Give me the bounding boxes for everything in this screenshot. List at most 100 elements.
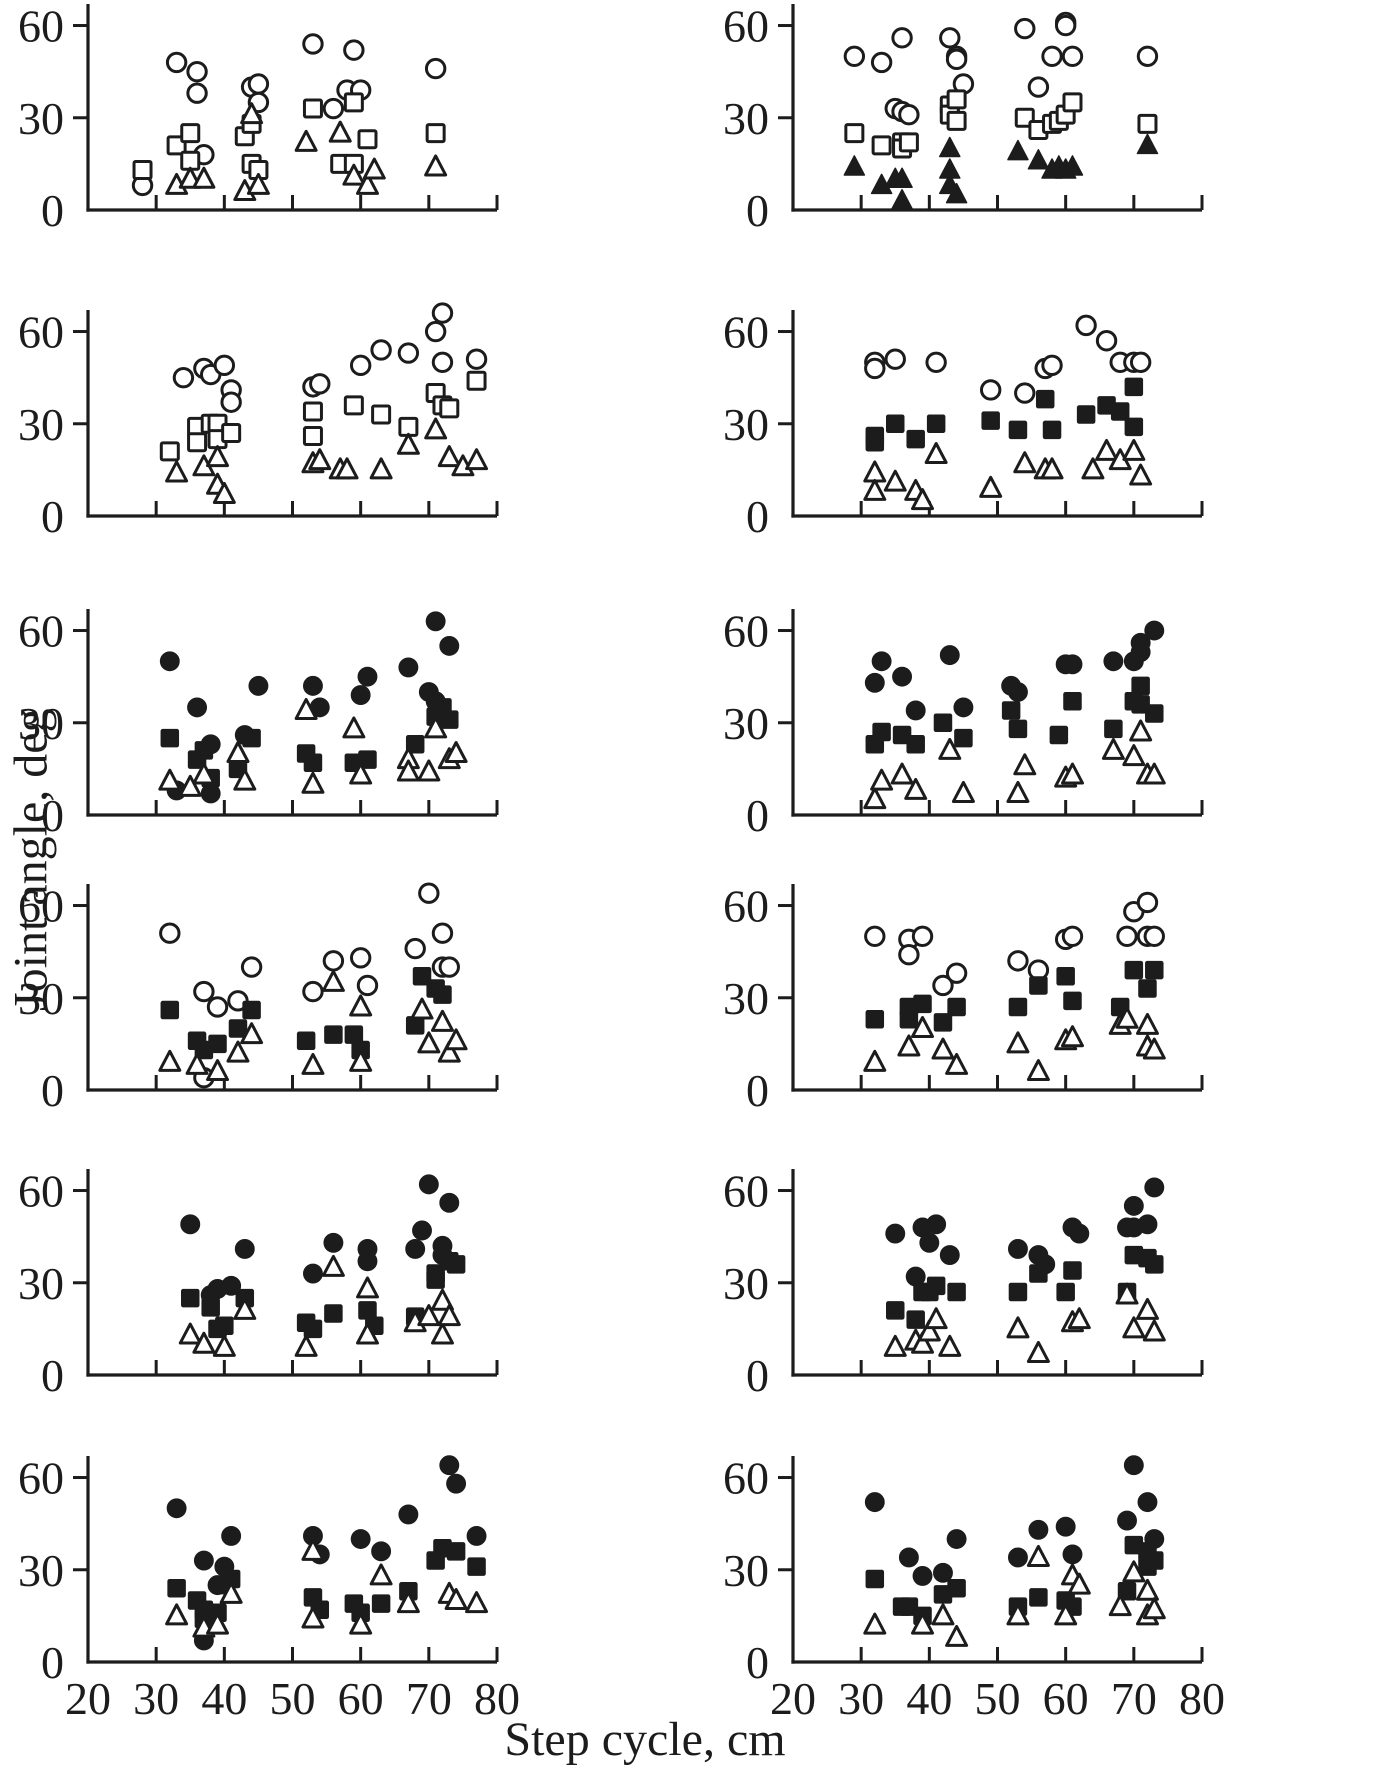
- data-point: [1008, 997, 1028, 1017]
- data-point: [242, 728, 261, 748]
- y-tick-label: 30: [723, 1545, 769, 1596]
- data-point: [906, 735, 925, 754]
- series-open-circle: [864, 314, 1152, 404]
- data-point: [417, 1031, 441, 1054]
- series-filled-circle: [864, 1455, 1165, 1586]
- data-point: [350, 1529, 371, 1549]
- data-point: [1142, 1037, 1166, 1060]
- data-point: [1054, 1603, 1078, 1626]
- y-tick-label: 60: [723, 1, 769, 52]
- data-point: [405, 735, 425, 754]
- data-point: [1049, 725, 1069, 745]
- data-point: [933, 1013, 953, 1032]
- data-point: [1145, 704, 1164, 723]
- data-point: [924, 442, 948, 465]
- data-point: [1136, 45, 1159, 67]
- data-point: [301, 1052, 325, 1075]
- data-point: [1008, 420, 1028, 440]
- data-point: [193, 980, 215, 1003]
- data-point: [947, 1282, 966, 1302]
- x-tick-label: 60: [338, 1673, 384, 1724]
- data-point: [1040, 457, 1064, 480]
- data-point: [1061, 45, 1084, 67]
- data-point: [1116, 925, 1138, 947]
- y-tick-label: 30: [18, 973, 64, 1024]
- data-point: [309, 373, 331, 395]
- y-tick-label: 0: [41, 790, 64, 841]
- data-point: [1026, 1544, 1050, 1567]
- data-point: [898, 1547, 919, 1568]
- data-point: [870, 768, 894, 791]
- data-point: [844, 123, 865, 144]
- data-point: [1135, 1012, 1159, 1035]
- data-point: [355, 172, 379, 195]
- data-point: [301, 1538, 325, 1561]
- data-point: [165, 1603, 189, 1626]
- data-point: [247, 73, 270, 95]
- y-tick-label: 30: [18, 93, 64, 144]
- y-tick-label: 30: [18, 1545, 64, 1596]
- data-point: [1008, 1238, 1028, 1259]
- data-point: [1122, 1560, 1146, 1583]
- data-point: [324, 1304, 343, 1323]
- data-point: [226, 741, 250, 764]
- data-point: [1143, 925, 1165, 947]
- data-point: [349, 947, 372, 969]
- series-filled-triangle: [843, 133, 1159, 210]
- data-point: [342, 163, 366, 186]
- data-point: [1131, 676, 1150, 696]
- data-point: [906, 1310, 925, 1329]
- data-point: [1076, 405, 1096, 424]
- data-point: [440, 710, 459, 729]
- data-point: [349, 994, 373, 1017]
- data-point: [219, 1581, 243, 1604]
- data-point: [234, 1238, 255, 1259]
- data-point: [1135, 1578, 1159, 1601]
- series-open-square: [132, 92, 446, 181]
- data-point: [924, 1307, 948, 1330]
- data-point: [430, 1322, 454, 1345]
- data-point: [945, 48, 968, 71]
- data-point: [1060, 1025, 1084, 1048]
- data-point: [344, 1025, 364, 1044]
- data-point: [1029, 1264, 1048, 1283]
- x-tick-label: 50: [270, 1673, 316, 1724]
- series-open-square: [844, 89, 1158, 159]
- data-point: [221, 422, 242, 443]
- data-point: [1061, 925, 1084, 947]
- data-point: [939, 645, 960, 666]
- data-point: [1124, 377, 1144, 397]
- data-point: [226, 1040, 250, 1063]
- data-point: [883, 1334, 907, 1357]
- data-point: [439, 635, 460, 656]
- data-point: [979, 475, 1003, 498]
- data-point: [1056, 1282, 1075, 1302]
- panel-row3-left: 60 30 0: [18, 606, 499, 841]
- y-tick-label: 0: [746, 491, 769, 542]
- panel-row5-left: 60 30 0: [18, 1166, 499, 1401]
- data-point: [212, 481, 236, 504]
- y-tick-label: 30: [723, 1258, 769, 1309]
- data-point: [1067, 1572, 1091, 1595]
- data-point: [1013, 753, 1037, 776]
- data-point: [158, 768, 182, 791]
- data-point: [865, 1010, 885, 1029]
- data-point: [467, 1557, 486, 1576]
- data-point: [159, 922, 181, 944]
- data-point: [926, 1276, 946, 1296]
- data-point: [412, 1220, 432, 1241]
- data-point: [1103, 651, 1124, 672]
- x-tick-label: 80: [1179, 1673, 1225, 1724]
- data-point: [357, 666, 378, 687]
- data-point: [358, 750, 377, 769]
- data-point: [159, 651, 180, 672]
- data-point: [303, 753, 323, 772]
- data-point: [192, 1331, 216, 1354]
- data-point: [302, 401, 323, 422]
- data-point: [194, 741, 214, 760]
- data-point: [1137, 113, 1158, 134]
- panel-row6-left: 60 30 020 30 40 50 60 70 80: [18, 1453, 520, 1724]
- data-point: [945, 1052, 969, 1075]
- data-point: [410, 997, 434, 1020]
